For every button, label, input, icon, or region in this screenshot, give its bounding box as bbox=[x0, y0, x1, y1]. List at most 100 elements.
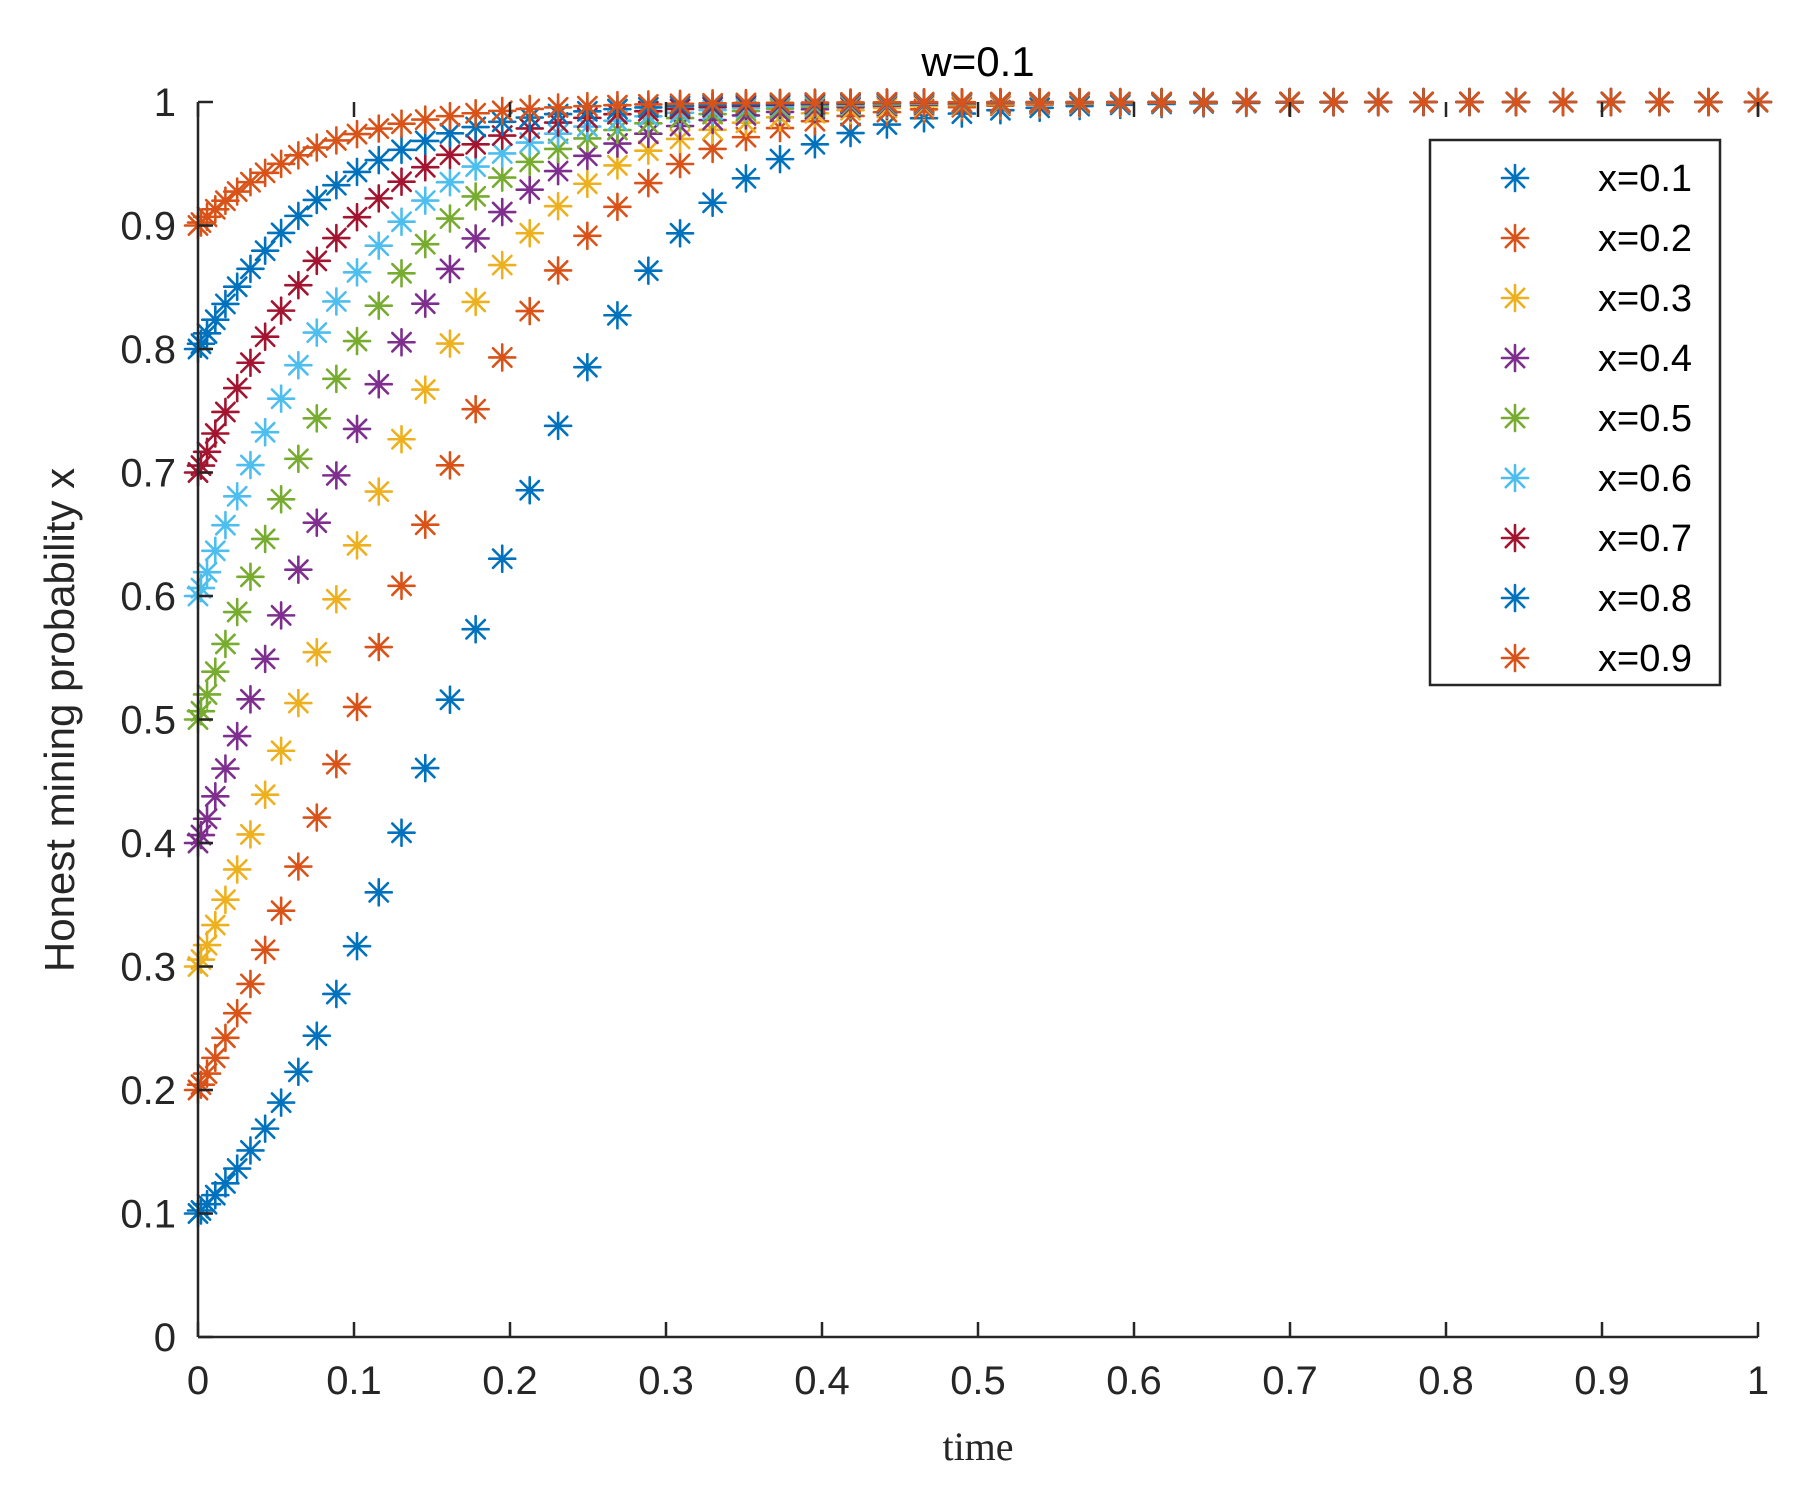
data-point-series-2 bbox=[387, 571, 416, 601]
x-tick-label: 0.7 bbox=[1262, 1359, 1318, 1403]
data-point-series-8 bbox=[387, 135, 416, 165]
data-point-series-4 bbox=[461, 224, 490, 253]
data-point-series-4 bbox=[201, 782, 230, 811]
legend-marker-9 bbox=[1500, 643, 1530, 673]
data-point-series-9 bbox=[836, 88, 865, 117]
legend-marker-6 bbox=[1500, 463, 1530, 493]
data-point-series-3 bbox=[435, 329, 465, 358]
legend-marker-7 bbox=[1500, 523, 1530, 553]
data-point-series-7 bbox=[284, 270, 313, 300]
ticks: 0 0.1 0.2 0.3 0.4 0.5 0.6 0.7 0.8 0.9 1 0 0.1 0.2 0.3 0… bbox=[120, 81, 1769, 1403]
data-point-series-9 bbox=[1548, 87, 1578, 117]
data-point-series-9 bbox=[1105, 87, 1135, 117]
data-point-series-4 bbox=[435, 254, 465, 284]
data-point-series-4 bbox=[302, 508, 332, 537]
data-point-series-2 bbox=[284, 852, 313, 881]
data-point-series-6 bbox=[250, 417, 280, 447]
data-point-series-9 bbox=[665, 89, 695, 119]
data-point-series-9 bbox=[1147, 87, 1176, 117]
data-point-series-1 bbox=[435, 685, 465, 715]
data-point-series-3 bbox=[284, 688, 313, 718]
data-point-series-9 bbox=[986, 87, 1015, 117]
y-tick-label: 0.4 bbox=[120, 822, 176, 866]
data-point-series-2 bbox=[603, 192, 632, 222]
data-point-series-5 bbox=[211, 629, 240, 659]
y-tick-label: 0.2 bbox=[120, 1069, 176, 1113]
data-point-series-7 bbox=[410, 152, 440, 182]
data-point-series-1 bbox=[250, 1114, 280, 1143]
data-point-series-4 bbox=[266, 601, 296, 630]
data-point-series-3 bbox=[302, 637, 332, 667]
data-point-series-8 bbox=[211, 289, 240, 319]
data-point-series-6 bbox=[322, 287, 351, 316]
data-point-series-7 bbox=[387, 167, 416, 197]
data-point-series-6 bbox=[266, 384, 296, 413]
y-tick-label: 0.7 bbox=[120, 452, 176, 496]
data-point-series-4 bbox=[322, 461, 351, 490]
data-point-series-8 bbox=[201, 305, 230, 335]
data-point-series-9 bbox=[800, 88, 830, 117]
data-point-series-9 bbox=[515, 94, 545, 124]
x-tick-label: 0.8 bbox=[1418, 1359, 1474, 1403]
data-point-series-3 bbox=[211, 885, 240, 915]
data-point-series-3 bbox=[201, 910, 230, 940]
data-point-series-9 bbox=[302, 133, 332, 162]
data-point-series-5 bbox=[487, 163, 517, 192]
data-point-series-5 bbox=[364, 291, 394, 320]
data-point-series-8 bbox=[284, 201, 313, 231]
data-point-series-6 bbox=[387, 207, 416, 237]
legend: x=0.1 x=0.2 x=0.3 x=0.4 x=0.5 x=0.6 x=0.7 x=0.8… bbox=[1428, 138, 1722, 687]
data-point-series-6 bbox=[410, 186, 440, 215]
data-point-series-2 bbox=[435, 451, 465, 480]
data-point-series-1 bbox=[603, 300, 632, 330]
data-point-series-5 bbox=[410, 229, 440, 259]
data-point-series-1 bbox=[800, 129, 830, 159]
data-point-series-3 bbox=[364, 477, 394, 506]
data-point-series-1 bbox=[410, 753, 440, 783]
data-point-series-9 bbox=[1501, 87, 1531, 117]
legend-marker-3 bbox=[1500, 283, 1530, 313]
chart-title: w=0.1 bbox=[920, 38, 1034, 85]
data-point-series-2 bbox=[573, 221, 602, 251]
data-point-series-4 bbox=[250, 644, 280, 674]
data-point-series-4 bbox=[342, 414, 372, 444]
data-point-series-5 bbox=[250, 524, 280, 554]
x-axis-label: time bbox=[942, 1424, 1013, 1469]
data-point-series-5 bbox=[461, 182, 490, 211]
legend-label: x=0.7 bbox=[1598, 518, 1692, 560]
data-point-series-2 bbox=[211, 1023, 240, 1053]
y-tick-label: 0.9 bbox=[120, 205, 176, 249]
legend-label: x=0.4 bbox=[1598, 338, 1692, 380]
x-tick-label: 0.3 bbox=[638, 1359, 694, 1403]
data-point-series-1 bbox=[665, 218, 695, 248]
x-tick-label: 0.1 bbox=[326, 1359, 382, 1403]
data-point-series-4 bbox=[211, 754, 240, 783]
data-point-series-6 bbox=[211, 510, 240, 540]
data-point-series-5 bbox=[266, 485, 296, 514]
data-point-series-2 bbox=[266, 896, 296, 926]
data-point-series-5 bbox=[192, 680, 222, 709]
data-point-series-9 bbox=[731, 88, 761, 118]
data-point-series-7 bbox=[211, 397, 240, 427]
data-point-series-1 bbox=[515, 475, 545, 505]
data-point-series-9 bbox=[435, 101, 465, 131]
data-point-series-3 bbox=[322, 584, 351, 614]
data-point-series-9 bbox=[461, 98, 490, 128]
x-tick-label: 0 bbox=[187, 1359, 209, 1403]
data-point-series-9 bbox=[236, 167, 265, 197]
data-point-series-4 bbox=[410, 289, 440, 318]
data-point-series-2 bbox=[250, 935, 280, 965]
legend-label: x=0.9 bbox=[1598, 638, 1692, 680]
y-tick-label: 1 bbox=[154, 81, 176, 125]
data-point-series-8 bbox=[266, 218, 296, 248]
data-point-series-9 bbox=[909, 87, 939, 117]
x-tick-label: 0.2 bbox=[482, 1359, 538, 1403]
data-point-series-1 bbox=[342, 931, 372, 961]
data-point-series-5 bbox=[322, 364, 351, 394]
data-point-series-9 bbox=[1455, 87, 1484, 117]
data-point-series-9 bbox=[487, 96, 517, 126]
data-point-series-8 bbox=[342, 157, 372, 187]
data-point-series-2 bbox=[302, 803, 332, 832]
data-point-series-7 bbox=[222, 373, 252, 403]
